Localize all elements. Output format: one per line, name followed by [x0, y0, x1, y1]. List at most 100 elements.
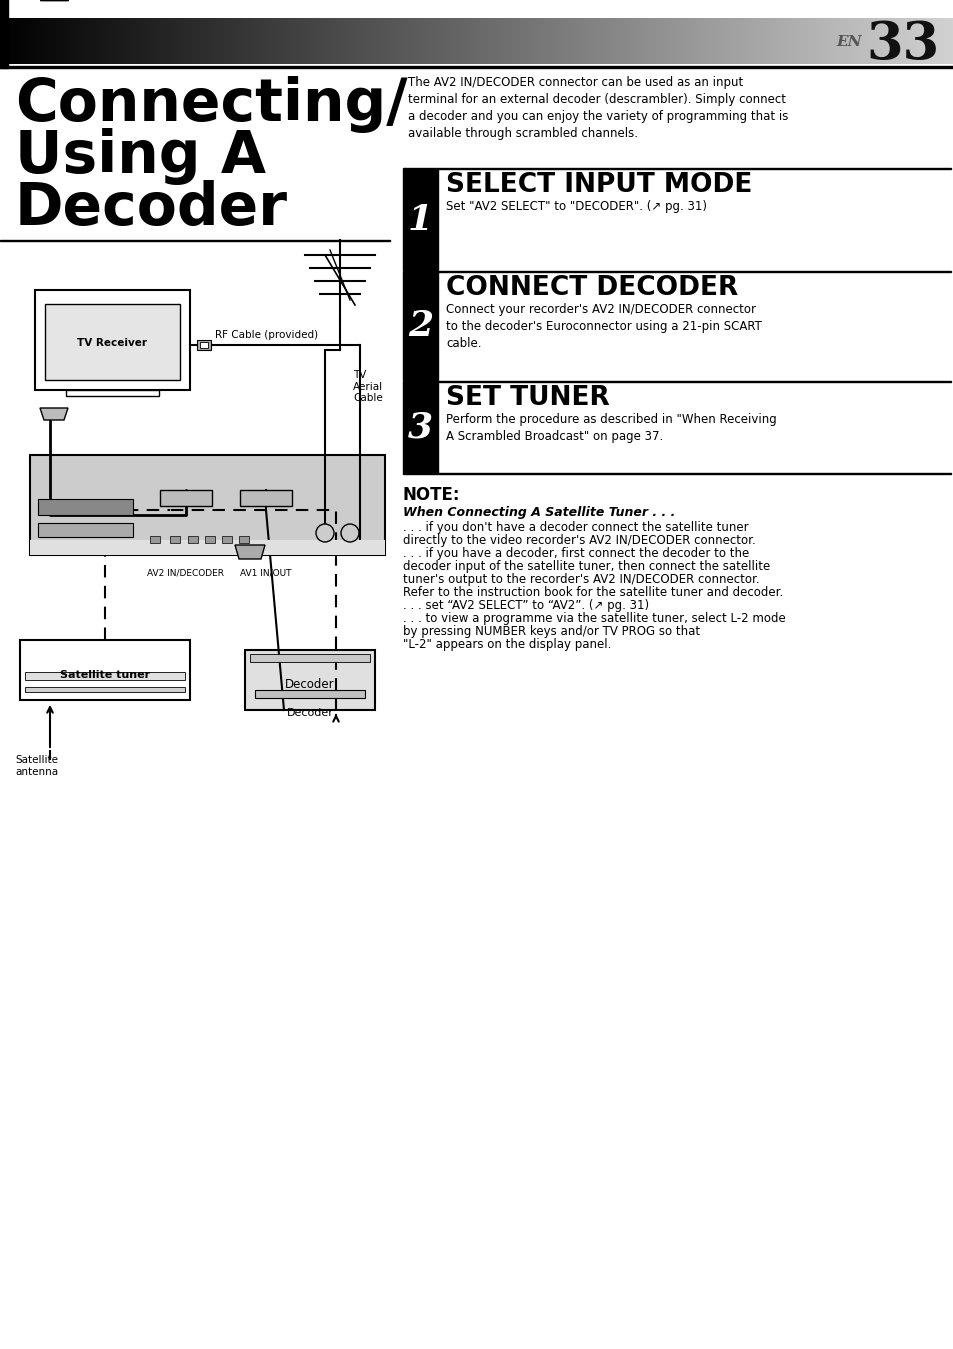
Bar	[667, 18, 668, 63]
Bar	[140, 18, 141, 63]
Bar	[534, 18, 535, 63]
Text: Satellite
antenna: Satellite antenna	[15, 755, 58, 777]
Bar	[6, 18, 7, 63]
Bar	[825, 18, 826, 63]
Bar	[621, 18, 622, 63]
Bar	[794, 18, 795, 63]
Bar	[428, 18, 429, 63]
Bar	[168, 18, 169, 63]
Bar	[636, 18, 637, 63]
Bar	[126, 18, 127, 63]
Bar	[565, 18, 566, 63]
Bar	[623, 18, 624, 63]
Bar	[846, 18, 847, 63]
Bar	[817, 18, 818, 63]
Bar	[932, 18, 933, 63]
Bar	[454, 18, 455, 63]
Bar	[211, 18, 212, 63]
Bar	[244, 18, 245, 63]
Bar	[655, 18, 656, 63]
Bar	[68, 18, 69, 63]
Bar	[524, 18, 525, 63]
Bar	[200, 343, 208, 348]
Bar	[303, 18, 304, 63]
Bar	[430, 18, 431, 63]
Bar	[352, 18, 353, 63]
Bar	[267, 18, 268, 63]
Bar	[398, 18, 399, 63]
Bar	[729, 18, 730, 63]
Bar	[206, 18, 207, 63]
Bar	[896, 18, 897, 63]
Bar	[906, 18, 907, 63]
Bar	[731, 18, 732, 63]
Text: When Connecting A Satellite Tuner . . .: When Connecting A Satellite Tuner . . .	[402, 506, 675, 519]
Bar	[327, 18, 328, 63]
Bar	[538, 18, 539, 63]
Bar	[325, 18, 326, 63]
Bar	[509, 18, 510, 63]
Bar	[662, 18, 663, 63]
Bar	[131, 18, 132, 63]
Bar	[919, 18, 920, 63]
Bar	[949, 18, 950, 63]
Bar	[251, 18, 252, 63]
Bar	[250, 18, 251, 63]
Text: AV2 IN/DECODER: AV2 IN/DECODER	[148, 568, 224, 577]
Bar	[816, 18, 817, 63]
Bar	[32, 18, 33, 63]
Bar	[706, 18, 707, 63]
Bar	[113, 18, 115, 63]
Bar	[421, 18, 422, 63]
Bar	[585, 18, 586, 63]
Bar	[39, 18, 40, 63]
Bar	[188, 536, 198, 544]
Bar	[905, 18, 906, 63]
Bar	[268, 18, 269, 63]
Bar	[393, 18, 394, 63]
Bar	[664, 18, 665, 63]
Bar	[42, 18, 43, 63]
Bar	[780, 18, 781, 63]
Bar	[848, 18, 849, 63]
Bar	[121, 18, 122, 63]
Bar	[650, 18, 651, 63]
Bar	[370, 18, 371, 63]
Bar	[364, 18, 365, 63]
Bar	[592, 18, 593, 63]
Text: directly to the video recorder's AV2 IN/DECODER connector.: directly to the video recorder's AV2 IN/…	[402, 534, 755, 546]
Bar	[25, 18, 26, 63]
Bar	[347, 18, 348, 63]
Bar	[530, 18, 531, 63]
Bar	[552, 18, 553, 63]
Bar	[64, 18, 65, 63]
Bar	[329, 18, 330, 63]
Bar	[70, 18, 71, 63]
Bar	[926, 18, 927, 63]
Bar	[841, 18, 842, 63]
Text: TV Receiver: TV Receiver	[77, 339, 148, 348]
Bar	[649, 18, 650, 63]
Bar	[562, 18, 563, 63]
Bar	[150, 18, 151, 63]
Bar	[682, 18, 683, 63]
Bar	[359, 18, 360, 63]
Bar	[57, 18, 58, 63]
Bar	[544, 18, 545, 63]
Bar	[523, 18, 524, 63]
Bar	[690, 18, 691, 63]
Bar	[594, 18, 595, 63]
Bar	[21, 18, 22, 63]
Text: tuner's output to the recorder's AV2 IN/DECODER connector.: tuner's output to the recorder's AV2 IN/…	[402, 573, 759, 585]
Bar	[381, 18, 382, 63]
Bar	[748, 18, 749, 63]
Bar	[479, 18, 480, 63]
Bar	[556, 18, 557, 63]
Bar	[624, 18, 625, 63]
Bar	[33, 18, 34, 63]
Bar	[196, 340, 211, 349]
Bar	[66, 18, 67, 63]
Bar	[143, 18, 144, 63]
Bar	[539, 18, 540, 63]
Bar	[811, 18, 812, 63]
